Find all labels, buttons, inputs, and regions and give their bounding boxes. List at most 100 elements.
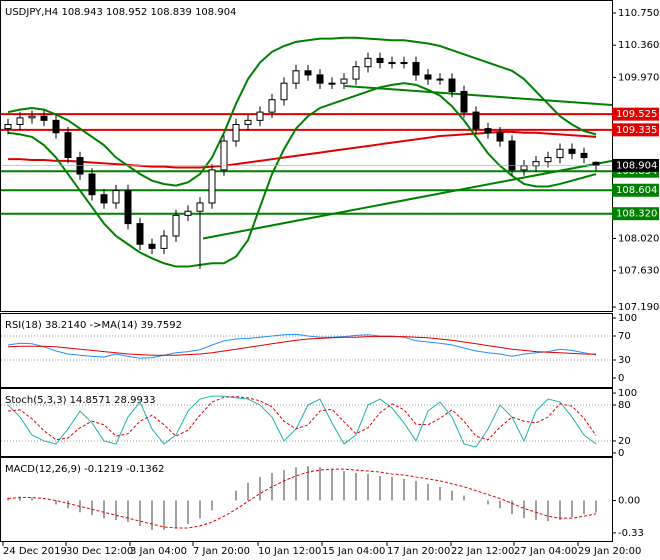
candle-body (556, 148, 564, 159)
y-tick-label: 110.750 (618, 8, 659, 19)
rsi-panel-frame (0, 313, 613, 388)
price-level-label: 109.335 (616, 125, 657, 136)
indicator-line (7, 468, 597, 529)
candle-body (592, 161, 600, 166)
candle-body (544, 157, 552, 163)
candle-body (220, 140, 228, 171)
candle-body (472, 111, 480, 130)
candle-body (496, 132, 504, 142)
candle-body (316, 74, 324, 84)
y-tick-label: 70 (618, 331, 631, 342)
last-price-tag (612, 158, 659, 172)
candle-body (244, 119, 252, 125)
candle-body (520, 165, 528, 171)
x-tick-label: 3 Jan 04:00 (130, 546, 187, 557)
candle-body (388, 62, 396, 65)
candle-body (484, 128, 492, 134)
indicator-line (7, 333, 597, 359)
candle-body (28, 115, 36, 119)
x-tick-label: 17 Jan 20:00 (387, 546, 450, 557)
indicator-line (7, 395, 597, 448)
indicator-line (7, 82, 597, 268)
candle-body (412, 62, 420, 76)
y-tick-label: 108.020 (618, 233, 659, 244)
x-tick-label: 29 Jan 20:00 (578, 546, 641, 557)
panel-title: Stoch(5,3,3) 14.8571 28.9933 (5, 395, 156, 406)
candle-body (424, 74, 432, 80)
y-tick-label: 80 (618, 400, 631, 411)
candle-body (328, 82, 336, 85)
candle-body (100, 194, 108, 204)
candle-body (160, 235, 168, 249)
price-level-tag (612, 183, 659, 197)
candle-body (364, 57, 372, 68)
price-level-tag (612, 123, 659, 137)
last-price-label: 108.904 (616, 160, 657, 171)
y-tick-label: 30 (618, 355, 631, 366)
x-tick-label: 30 Dec 12:00 (66, 546, 133, 557)
candle-body (196, 202, 204, 212)
y-tick-label: 109.970 (618, 72, 659, 83)
price-level-tag (612, 107, 659, 121)
candle-body (280, 82, 288, 101)
y-tick-label: 100 (618, 388, 637, 399)
candle-body (136, 223, 144, 245)
x-tick-label: 15 Jan 04:00 (322, 546, 385, 557)
candle-body (532, 161, 540, 167)
candle-body (148, 243, 156, 249)
y-tick-label: 110.360 (618, 40, 659, 51)
y-tick-label: 20 (618, 436, 631, 447)
candle-body (256, 111, 264, 121)
candle-body (304, 70, 312, 76)
y-tick-label: 0 (618, 373, 624, 384)
x-tick-label: 27 Jan 04:00 (514, 546, 577, 557)
candle-body (352, 66, 360, 80)
candle-body (580, 152, 588, 159)
candle-body (64, 132, 72, 159)
candle-body (376, 57, 384, 64)
panel-title: MACD(12,26,9) -0.1219 -0.1362 (5, 464, 165, 475)
y-tick-label: 0 (618, 448, 624, 459)
x-tick-label: 24 Dec 2019 (3, 546, 67, 557)
y-tick-label: -0.33 (618, 528, 644, 539)
trendline (344, 84, 613, 106)
price-panel-frame (0, 0, 613, 312)
candle-body (232, 123, 240, 142)
candle-body (16, 117, 24, 125)
candle-body (76, 157, 84, 175)
candle-body (268, 99, 276, 113)
price-level-label: 108.320 (616, 209, 657, 220)
candle-body (436, 78, 444, 81)
candle-body (340, 78, 348, 84)
candle-body (460, 90, 468, 113)
candle-body (208, 169, 216, 204)
indicator-line (7, 36, 597, 187)
candle-body (4, 123, 12, 130)
candle-body (52, 119, 60, 134)
price-level-tag (612, 207, 659, 221)
candle-body (508, 140, 516, 171)
candle-body (292, 70, 300, 84)
trendline (202, 159, 613, 240)
candle-body (112, 190, 120, 204)
macd-panel-frame (0, 457, 613, 542)
candle-body (88, 173, 96, 196)
indicator-line (7, 336, 597, 356)
price-level-label: 109.525 (616, 109, 657, 120)
indicator-line (8, 130, 597, 169)
x-tick-label: 10 Jan 12:00 (258, 546, 321, 557)
candle-body (172, 214, 180, 237)
x-tick-label: 7 Jan 20:00 (193, 546, 250, 557)
y-tick-label: 107.190 (618, 302, 659, 313)
candle-body (448, 78, 456, 92)
indicator-line (7, 396, 597, 441)
panel-title: USDJPY,H4 108.943 108.952 108.839 108.90… (5, 7, 236, 18)
x-tick-label: 22 Jan 12:00 (451, 546, 514, 557)
y-tick-label: 107.630 (618, 266, 659, 277)
price-level-label: 108.604 (616, 185, 657, 196)
candle-body (124, 190, 132, 225)
y-tick-label: 100 (618, 313, 637, 324)
candle-body (40, 115, 48, 121)
y-tick-label: 0.00 (618, 495, 640, 506)
